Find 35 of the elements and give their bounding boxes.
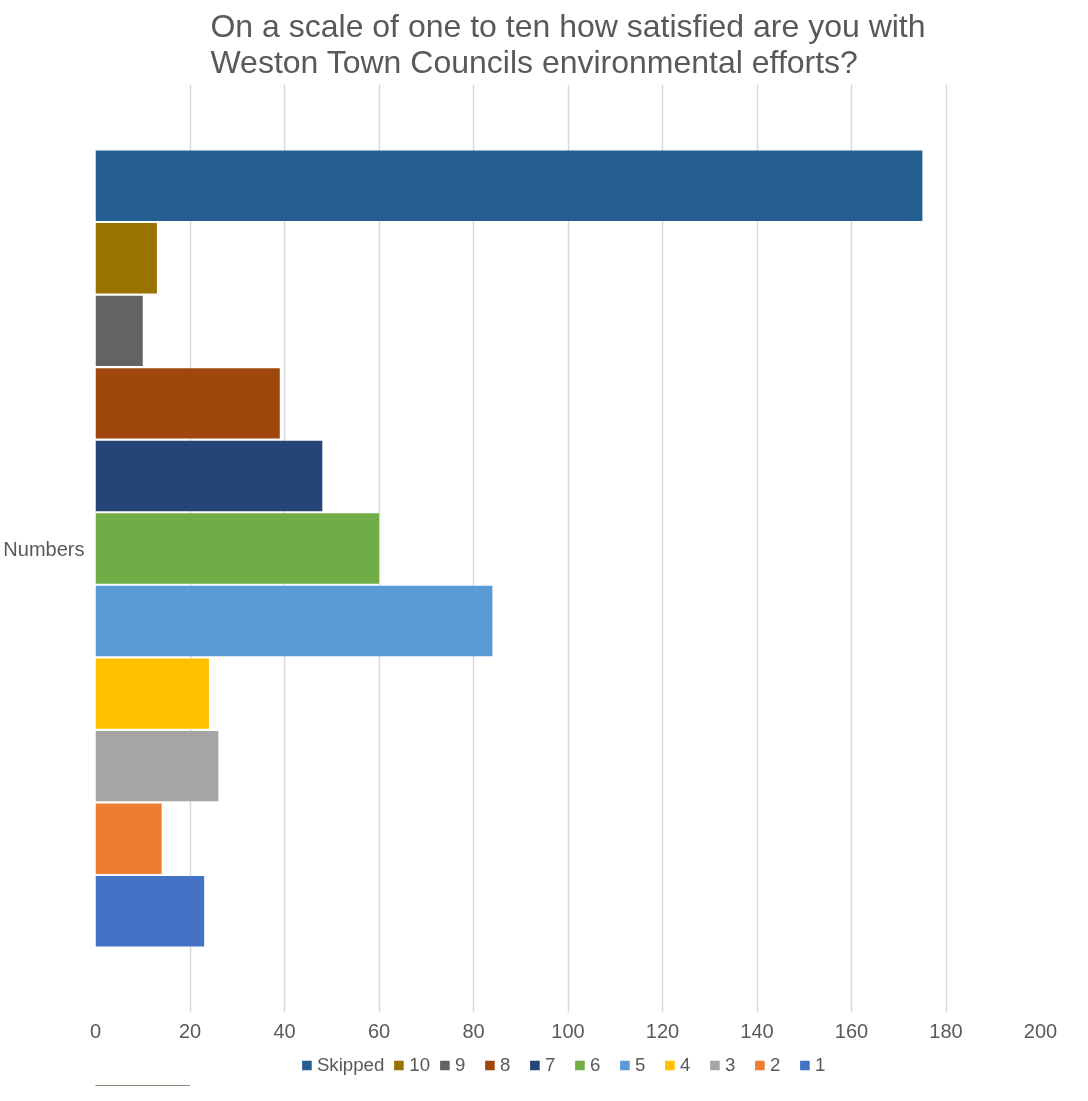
legend-label: Skipped [316, 1054, 385, 1076]
x-tick-label: 0 [89, 1019, 102, 1042]
x-tick-label: 120 [645, 1019, 680, 1042]
x-tick-label: 40 [273, 1019, 296, 1042]
legend-label: 9 [455, 1054, 467, 1076]
legend-label: 2 [770, 1054, 782, 1076]
legend-label: 4 [680, 1054, 692, 1076]
legend-label: 3 [725, 1054, 737, 1076]
legend-label: 7 [545, 1054, 557, 1076]
x-tick-label: 20 [178, 1019, 202, 1042]
bar [95, 368, 280, 439]
bar [95, 585, 493, 657]
bar [95, 295, 143, 367]
bar [95, 513, 379, 584]
x-tick-label: 80 [462, 1019, 485, 1042]
chart-title: On a scale of one to ten how satisfied are you with Weston Town Councils environmental efforts? [210, 7, 926, 80]
legend-label: 8 [500, 1054, 512, 1076]
legend-label: 5 [635, 1054, 647, 1076]
x-tick-label: 100 [551, 1019, 585, 1042]
legend-label: 10 [409, 1054, 431, 1076]
x-tick-label: 200 [1023, 1019, 1058, 1042]
x-tick-label: 140 [740, 1019, 774, 1042]
x-tick-label: 180 [929, 1019, 963, 1042]
bar [95, 223, 157, 294]
x-tick-label: 160 [834, 1019, 869, 1042]
legend-label: 1 [815, 1054, 827, 1076]
x-tick-label: 60 [367, 1019, 391, 1042]
bar [95, 876, 205, 947]
bar [95, 440, 323, 512]
bar [95, 658, 209, 729]
bar [95, 150, 923, 221]
legend-label: 6 [590, 1054, 602, 1076]
y-tick-label: Numbers [3, 537, 85, 560]
bar [95, 803, 162, 874]
bar [95, 730, 219, 802]
